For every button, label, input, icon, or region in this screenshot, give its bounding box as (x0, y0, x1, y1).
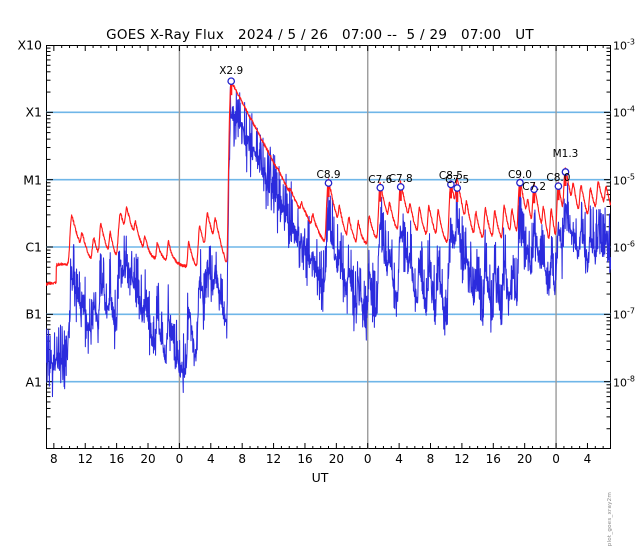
short-wavelength-trace (46, 86, 611, 398)
y-axis-left-labels: X10 X1 M1 C1 B1 A1 (0, 38, 42, 449)
y-axis-label-a1: A1 (25, 374, 42, 390)
flare-label-X2.9: X2.9 (219, 65, 244, 78)
flare-label-C7.2: C7.2 (522, 181, 547, 194)
flare-label-M1.3: M1.3 (552, 147, 579, 160)
flare-label-C9.0: C9.0 (507, 168, 532, 181)
flare-label-C7.8: C7.8 (388, 172, 413, 185)
flare-marker-C7.2[interactable] (530, 185, 538, 194)
x-axis-tick-9: 20 (328, 452, 344, 466)
flare-marker-C8.5[interactable] (447, 180, 455, 189)
flare-label-C7.5: C7.5 (445, 174, 470, 187)
flare-label-C8.5: C8.5 (438, 170, 463, 183)
flare-label-C8.0: C8.0 (546, 172, 571, 185)
y-axis-label-c1: C1 (25, 239, 42, 255)
x-axis-tick-12: 8 (426, 452, 435, 466)
x-axis-tick-5: 4 (206, 452, 215, 466)
watermark-label: plot_goes_xray2m (607, 492, 613, 546)
x-axis-tick-0: 8 (50, 452, 58, 466)
x-axis-title: UT (311, 470, 329, 485)
flare-marker-C9.0[interactable] (516, 178, 524, 187)
y-axis-label-x10: X10 (17, 37, 42, 53)
chart-canvas: GOES X-Ray Flux 2024 / 5 / 26 07:00 -- 5… (0, 27, 640, 546)
flare-marker-C8.0[interactable] (554, 182, 563, 191)
flare-marker-C7.6[interactable] (376, 183, 385, 192)
flare-label-C8.9: C8.9 (316, 169, 341, 182)
x-axis-tick-13: 12 (454, 452, 470, 466)
x-axis-tick-1: 12 (77, 452, 93, 466)
x-axis-tick-labels: 8 12 16 20 0 4 8 12 16 20 0 4 8 12 16 20 0 4 (0, 452, 640, 470)
y-axis-right-label--6: 10-6 (613, 239, 635, 255)
y-axis-right-label--3: 10-3 (613, 37, 635, 53)
chart-title: GOES X-Ray Flux 2024 / 5 / 26 07:00 -- 5… (106, 27, 534, 43)
xray-flux-plot (46, 45, 611, 449)
axis-ticks (46, 45, 611, 449)
flare-label-C7.6: C7.6 (368, 173, 393, 186)
x-axis-tick-10: 0 (363, 452, 372, 466)
x-axis-tick-6: 8 (238, 452, 246, 466)
x-axis-tick-4: 0 (175, 452, 184, 466)
x-axis-tick-7: 12 (265, 452, 282, 466)
y-axis-label-m1: M1 (23, 172, 42, 188)
y-axis-right-label--7: 10-7 (613, 307, 635, 322)
x-axis-tick-17: 4 (583, 452, 592, 466)
y-axis-right-labels: 10-3 10-4 10-5 10-6 10-7 10-8 (613, 38, 640, 449)
y-axis-right-label--8: 10-8 (613, 374, 635, 389)
flare-marker-C7.8[interactable] (396, 183, 405, 191)
y-axis-label-x1: X1 (25, 104, 42, 120)
x-axis-tick-15: 20 (517, 452, 533, 466)
x-axis-tick-14: 16 (485, 452, 501, 466)
y-axis-right-label--4: 10-4 (613, 105, 635, 120)
x-axis-tick-16: 0 (552, 452, 560, 466)
flare-marker-C7.5[interactable] (453, 184, 462, 192)
flare-marker-M1.3[interactable] (561, 168, 570, 176)
x-axis-tick-2: 16 (108, 452, 125, 466)
flare-marker-C8.9[interactable] (324, 179, 333, 187)
y-axis-right-label--5: 10-5 (613, 172, 635, 187)
flare-marker-X2.9[interactable] (227, 77, 236, 86)
y-axis-label-b1: B1 (25, 306, 42, 322)
x-axis-tick-11: 4 (395, 452, 403, 466)
x-axis-tick-3: 20 (140, 452, 156, 466)
x-axis-tick-8: 16 (297, 452, 313, 466)
